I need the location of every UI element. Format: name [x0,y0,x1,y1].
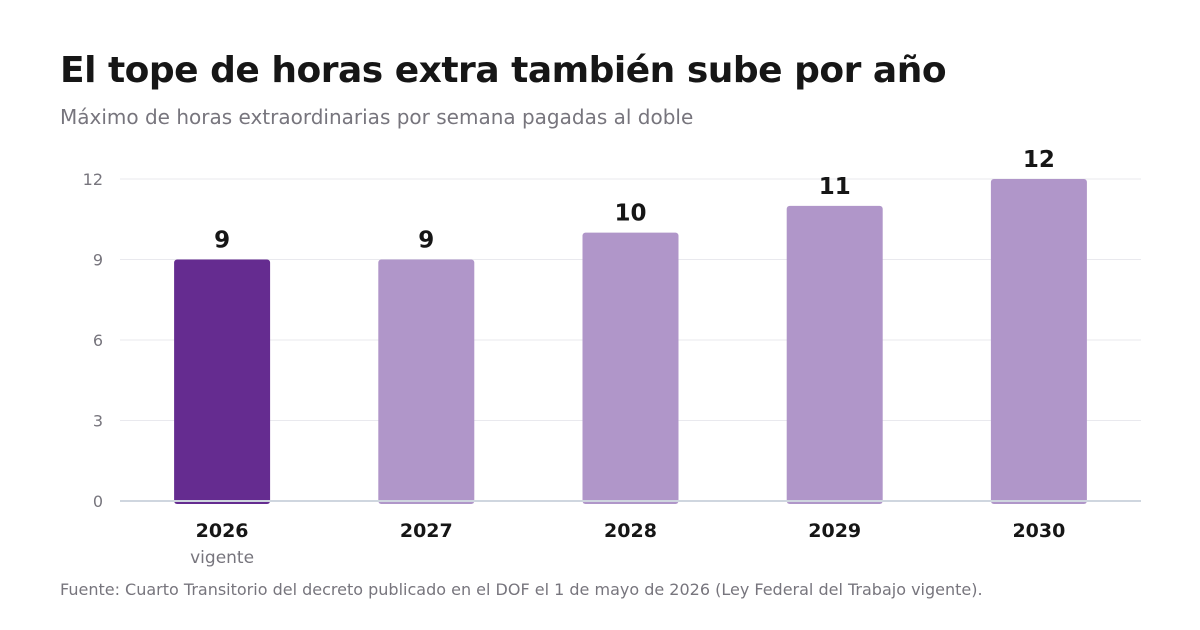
bar-2027 [378,259,475,504]
bar-value-label: 10 [614,201,646,227]
x-axis-ticks: 2026 vigente 2027 2028 2029 2030 [190,520,1065,568]
x-tick-note: vigente [190,548,254,568]
y-tick-label: 3 [93,412,103,431]
chart-title: El tope de horas extra también sube por … [60,50,947,91]
y-tick-label: 9 [93,251,103,270]
bar-2028 [582,232,679,504]
bar-value-label: 9 [418,228,434,254]
bar-value-label: 11 [819,174,851,200]
bar-2030 [990,179,1087,504]
x-tick-label: 2026 [196,520,249,542]
x-tick-label: 2030 [1012,520,1065,542]
bar-2026 [174,259,271,504]
x-tick-label: 2027 [400,520,453,542]
y-axis-ticks: 0 3 6 9 12 [83,170,103,511]
chart-subtitle: Máximo de horas extraordinarias por sema… [60,105,694,129]
y-tick-label: 6 [93,331,103,350]
x-tick-label: 2028 [604,520,657,542]
y-tick-label: 0 [93,492,103,511]
source-note: Fuente: Cuarto Transitorio del decreto p… [60,580,983,599]
y-tick-label: 12 [83,170,103,189]
bar-2029 [786,205,883,505]
data-labels: 9 9 10 11 12 [214,147,1055,254]
bar-value-label: 9 [214,228,230,254]
bar-value-label: 12 [1023,147,1055,173]
bars [174,179,1087,505]
x-tick-label: 2029 [808,520,861,542]
